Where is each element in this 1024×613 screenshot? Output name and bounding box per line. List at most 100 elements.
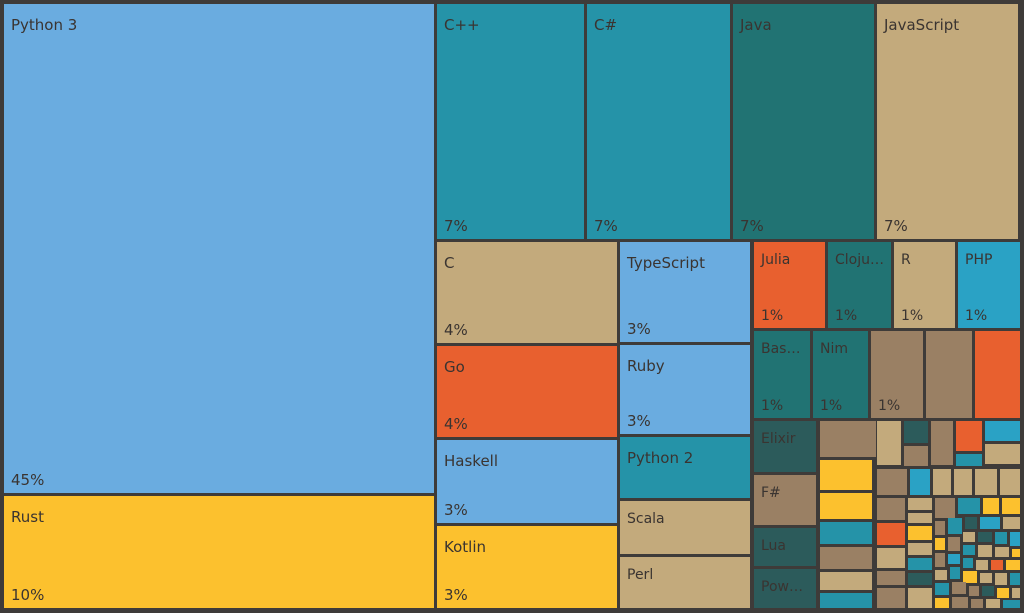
tile-perl — [620, 557, 750, 608]
small-tile — [985, 421, 1020, 441]
tile-name-label: Bas… — [761, 341, 800, 357]
tile-c — [587, 4, 730, 239]
small-tile — [820, 493, 872, 519]
tile-tile-21 — [871, 331, 923, 418]
small-tile — [952, 582, 966, 594]
tile-tile-23 — [975, 331, 1020, 418]
tile-julia — [754, 242, 825, 328]
tile-c — [437, 4, 584, 239]
small-tile — [935, 570, 947, 580]
small-tile — [997, 588, 1009, 598]
small-tile — [908, 543, 932, 555]
small-tile — [948, 554, 960, 564]
tile-go — [437, 346, 617, 437]
small-tile — [935, 553, 945, 567]
small-tile — [820, 593, 872, 608]
small-tile — [980, 573, 992, 583]
small-tile — [963, 558, 973, 568]
small-tile — [820, 460, 872, 490]
tile-cloju — [828, 242, 891, 328]
small-tile — [978, 532, 992, 542]
tile-value-label: 10% — [11, 586, 44, 604]
tile-name-label: Rust — [11, 508, 44, 526]
tile-haskell — [437, 440, 617, 523]
small-tile — [908, 498, 932, 510]
small-tile — [995, 532, 1007, 544]
tile-name-label: JavaScript — [883, 16, 959, 34]
tile-tile-22 — [926, 331, 972, 418]
tile-python-3 — [4, 4, 434, 493]
small-tile — [935, 538, 945, 550]
tile-value-label: 3% — [627, 412, 651, 430]
small-tile — [935, 583, 949, 595]
tile-nim — [813, 331, 868, 418]
tile-name-label: Lua — [761, 538, 786, 554]
tile-name-label: TypeScript — [626, 254, 705, 272]
small-tile — [910, 469, 930, 495]
tile-name-label: Haskell — [444, 452, 498, 470]
small-tile — [1003, 517, 1020, 529]
tile-value-label: 1% — [901, 308, 923, 324]
small-tile — [971, 599, 983, 608]
tile-name-label: Python 3 — [11, 16, 77, 34]
tile-f — [754, 475, 816, 525]
small-tile — [935, 498, 955, 518]
small-tile — [904, 421, 928, 443]
tile-value-label: 1% — [878, 398, 900, 414]
small-tile — [908, 573, 932, 585]
small-tile — [1000, 469, 1020, 495]
small-tile — [963, 571, 977, 583]
tile-name-label: Java — [739, 16, 772, 34]
small-tile — [969, 586, 979, 596]
small-tile — [908, 526, 932, 540]
tile-value-label: 4% — [444, 321, 468, 339]
tile-elixir — [754, 421, 816, 472]
tile-value-label: 7% — [594, 217, 618, 235]
small-tile — [982, 586, 994, 596]
tile-name-label: Go — [444, 358, 465, 376]
small-tile — [1012, 549, 1020, 557]
tile-value-label: 7% — [884, 217, 908, 235]
tile-name-label: Pow… — [761, 579, 803, 595]
small-tile — [963, 545, 975, 555]
tile-rust — [4, 496, 434, 608]
small-tile — [1002, 498, 1020, 514]
tile-value-label: 1% — [761, 398, 783, 414]
treemap-labels: Python 3 45% Rust 10% C++ 7% C# 7% Java 7% JavaScr… — [11, 16, 992, 604]
tile-javascript — [877, 4, 1018, 239]
tile-value-label: 1% — [965, 308, 987, 324]
treemap-tiles — [4, 4, 1020, 608]
tile-r — [894, 242, 955, 328]
small-tile — [950, 567, 960, 579]
small-tile — [904, 446, 928, 466]
tile-value-label: 45% — [11, 471, 44, 489]
tile-value-label: 1% — [820, 398, 842, 414]
small-tile — [877, 469, 907, 495]
small-tile — [980, 517, 1000, 529]
small-tile — [908, 558, 932, 570]
small-tile — [908, 513, 932, 523]
small-tile — [820, 522, 872, 544]
small-tile — [985, 444, 1020, 464]
small-tile — [933, 469, 951, 495]
small-tile — [877, 548, 905, 568]
tile-bas — [754, 331, 810, 418]
small-tile — [948, 537, 960, 551]
tile-python-2 — [620, 437, 750, 498]
tile-lua — [754, 528, 816, 566]
small-tile — [1010, 532, 1020, 546]
small-tile — [877, 421, 901, 465]
tile-name-label: Python 2 — [627, 449, 693, 467]
tile-kotlin — [437, 526, 617, 608]
tile-scala — [620, 501, 750, 554]
small-tile — [978, 545, 992, 557]
small-tile — [991, 560, 1003, 570]
small-tile — [1003, 600, 1020, 608]
tile-name-label: C++ — [444, 16, 480, 34]
small-tile — [820, 572, 872, 590]
small-tile — [877, 498, 905, 520]
small-tile — [965, 517, 977, 529]
small-tile — [877, 523, 905, 545]
tile-name-label: Perl — [627, 567, 653, 583]
